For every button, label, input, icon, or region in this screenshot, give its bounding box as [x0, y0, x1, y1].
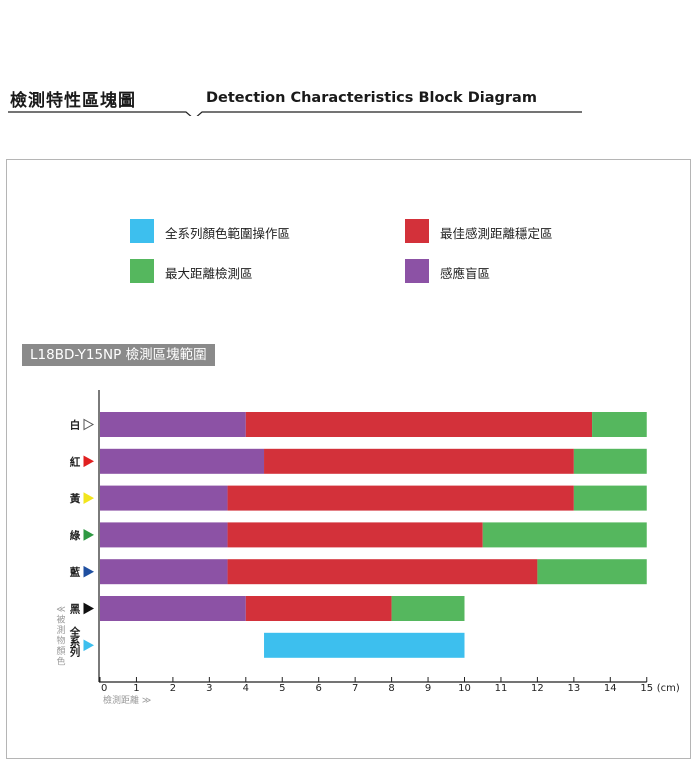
bar-segment	[537, 559, 647, 585]
section-header: 檢測特性區塊圖 Detection Characteristics Block …	[8, 86, 582, 116]
color-marker-icon	[83, 639, 95, 652]
legend-label: 最大距離檢測區	[165, 266, 253, 281]
x-tick-label: 7	[352, 683, 358, 694]
bar-segment	[482, 522, 647, 548]
x-tick-label: 3	[206, 683, 212, 694]
category-label: 紅	[70, 455, 81, 468]
x-tick-label: 10	[458, 683, 471, 694]
category-label: 藍	[70, 566, 81, 579]
header-title-english: Detection Characteristics Block Diagram	[206, 90, 537, 106]
bar-segment	[592, 412, 647, 437]
x-tick-label: 13	[567, 683, 580, 694]
header-underline	[8, 111, 582, 116]
legend-swatch	[405, 219, 429, 243]
x-tick-label: 1	[133, 683, 139, 694]
y-axis-label: ≪被測物顏色	[56, 605, 65, 668]
x-tick-label: 0	[101, 683, 107, 694]
bar-segment	[245, 412, 593, 437]
legend-swatch	[130, 219, 154, 243]
x-tick-label: 4	[243, 683, 249, 694]
x-tick-label: 11	[495, 683, 508, 694]
bar-segment	[264, 632, 465, 658]
color-marker-icon	[83, 455, 95, 468]
bar-segment	[100, 485, 228, 511]
category-label: 綠	[70, 529, 81, 542]
category-label: 全系列	[69, 625, 81, 658]
x-tick-label: 9	[425, 683, 431, 694]
color-marker-icon	[83, 492, 95, 504]
legend-swatch	[130, 259, 154, 283]
bar-segment	[264, 448, 574, 474]
bar-segment	[573, 448, 647, 474]
bar-segment	[391, 596, 465, 621]
category-label: 白	[70, 419, 81, 432]
bar-segment	[227, 559, 538, 585]
x-tick-label: 8	[388, 683, 394, 694]
bar-segment	[100, 522, 228, 548]
bar-segment	[100, 448, 265, 474]
legend-label: 最佳感測距離穩定區	[440, 226, 553, 241]
bar-segment	[100, 559, 228, 585]
x-tick-label: 6	[316, 683, 322, 694]
x-tick-label: 2	[170, 683, 176, 694]
legend-label: 全系列顏色範圍操作區	[165, 226, 291, 241]
category-label: 黃	[69, 492, 81, 505]
color-marker-icon	[83, 602, 95, 615]
color-marker-icon	[83, 418, 95, 431]
x-axis-label: 檢測距離 ≫	[103, 694, 151, 706]
bar-segment	[227, 485, 574, 511]
legend-label: 感應盲區	[440, 266, 491, 281]
legend-swatch	[405, 259, 429, 283]
color-marker-icon	[83, 565, 95, 578]
x-unit-label: (cm)	[657, 683, 680, 694]
color-marker-icon	[83, 529, 95, 541]
bar-segment	[100, 596, 246, 621]
bar-segment	[245, 596, 392, 621]
x-tick-label: 12	[531, 683, 544, 694]
x-tick-label: 5	[279, 683, 285, 694]
bar-segment	[573, 485, 647, 511]
bar-segment	[100, 412, 246, 437]
chart-title: L18BD-Y15NP 檢測區塊範圍	[22, 344, 215, 366]
x-tick-label: 14	[604, 683, 617, 694]
x-tick-label: 15	[640, 683, 653, 694]
header-title-chinese: 檢測特性區塊圖	[10, 91, 136, 111]
bar-segment	[227, 522, 483, 548]
category-label: 黑	[70, 604, 81, 616]
